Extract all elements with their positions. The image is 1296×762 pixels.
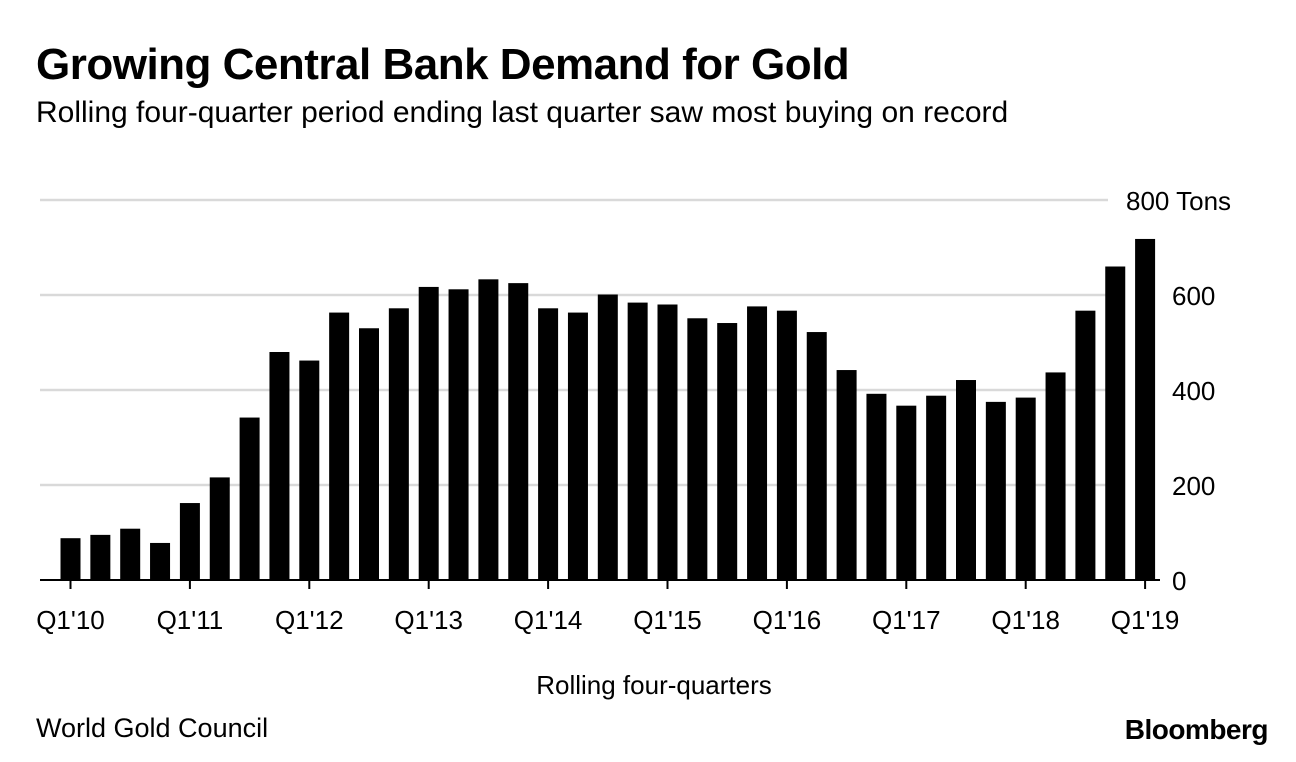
bar [985, 401, 1006, 580]
bar [329, 312, 350, 580]
bar [239, 417, 260, 580]
y-axis-tick-labels: 0 200 400 600 800 Tons [1126, 186, 1231, 596]
bar [150, 542, 171, 580]
bar [478, 279, 499, 580]
bar [269, 352, 290, 580]
bar [687, 318, 708, 580]
bar [60, 538, 81, 580]
y-tick-label: 200 [1172, 471, 1215, 501]
bar [538, 308, 559, 580]
bar [567, 312, 588, 580]
x-tick-label: Q1'14 [514, 605, 583, 635]
bar [926, 395, 947, 580]
x-tick-label: Q1'16 [753, 605, 822, 635]
bar [1075, 310, 1096, 580]
y-tick-label: 0 [1172, 566, 1186, 596]
bar [896, 405, 917, 580]
x-tick-label: Q1'11 [157, 605, 224, 635]
bar [299, 360, 320, 580]
bar [120, 528, 141, 580]
bar [1135, 238, 1156, 580]
bloomberg-logo: Bloomberg [1124, 714, 1269, 745]
bar [508, 283, 529, 580]
bar [1045, 372, 1066, 580]
x-axis-tick-labels: Q1'10 Q1'11 Q1'12 Q1'13 Q1'14 Q1'15 Q1'16 Q1'17… [36, 605, 1179, 635]
bar [1015, 397, 1036, 580]
x-tick-label: Q1'18 [991, 605, 1060, 635]
x-tick-label: Q1'12 [275, 605, 344, 635]
x-axis-label: Rolling four-quarters [536, 670, 772, 700]
y-tick-label: 600 [1172, 281, 1215, 311]
bar [866, 393, 887, 580]
bars [60, 238, 1156, 580]
bar [359, 328, 379, 580]
bar [179, 503, 200, 580]
bar [717, 323, 738, 580]
x-tick-label: Q1'10 [36, 605, 105, 635]
y-tick-label: 400 [1172, 376, 1215, 406]
y-tick-label: 800 Tons [1126, 186, 1231, 216]
bar [836, 370, 857, 580]
x-tick-label: Q1'15 [633, 605, 702, 635]
x-tick-label: Q1'19 [1111, 605, 1180, 635]
x-tick-label: Q1'13 [394, 605, 463, 635]
bar [209, 477, 230, 580]
chart-title: Growing Central Bank Demand for Gold [36, 40, 850, 89]
x-axis [40, 579, 1160, 589]
bar [657, 304, 678, 580]
bar [747, 306, 768, 580]
source-note: World Gold Council [36, 713, 269, 743]
chart-subtitle: Rolling four-quarter period ending last … [36, 96, 1009, 129]
x-tick-label: Q1'17 [872, 605, 941, 635]
bar [956, 380, 976, 580]
bar [418, 286, 439, 580]
bar [90, 534, 111, 580]
bar [627, 302, 648, 580]
bar [776, 310, 797, 580]
bar [1105, 266, 1126, 580]
bar [448, 289, 469, 580]
bar [597, 294, 618, 580]
bar [806, 332, 827, 580]
bar [388, 308, 409, 580]
